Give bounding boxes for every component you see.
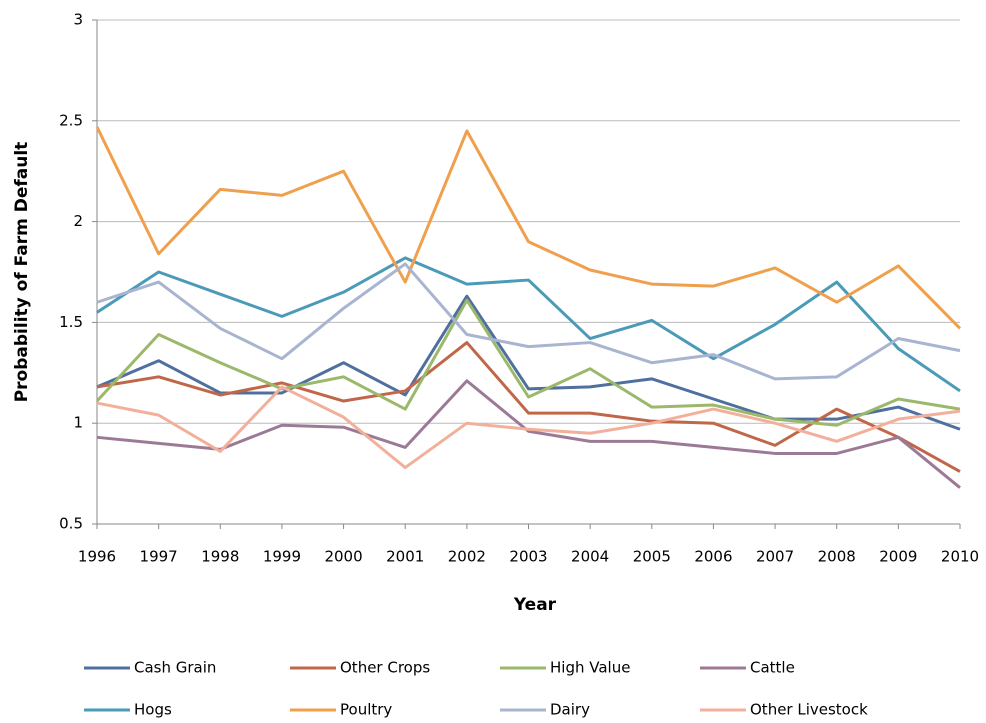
legend-label: Cattle: [750, 659, 795, 677]
line-series: [96, 385, 961, 470]
x-tick-label: 1998: [201, 548, 239, 566]
x-tick-label: 2009: [879, 548, 917, 566]
x-tick-label: 2007: [756, 548, 794, 566]
x-tick-label: 2008: [818, 548, 856, 566]
y-tick-label: 3: [73, 11, 83, 29]
legend-label: Other Crops: [340, 659, 430, 677]
line-series: [96, 379, 961, 489]
x-tick-label: 2004: [571, 548, 609, 566]
legend-label: High Value: [550, 659, 630, 677]
x-tick-label: 2005: [633, 548, 671, 566]
x-tick-label: 1996: [78, 548, 116, 566]
line-series: [96, 262, 961, 381]
y-tick-label: 1: [73, 414, 83, 432]
legend-label: Cash Grain: [134, 659, 216, 677]
line-series: [96, 256, 961, 393]
legend-label: Hogs: [134, 701, 172, 719]
x-tick-label: 1999: [263, 548, 301, 566]
legend-label: Dairy: [550, 701, 590, 719]
y-tick-label: 2: [73, 212, 83, 230]
y-axis-title: Probability of Farm Default: [12, 142, 32, 403]
x-tick-label: 2010: [941, 548, 979, 566]
line-series: [96, 341, 961, 473]
line-series: [95, 126, 962, 330]
y-tick-label: 0.5: [59, 515, 83, 533]
x-tick-label: 1997: [140, 548, 178, 566]
y-tick-label: 1.5: [59, 313, 83, 331]
legend-label: Other Livestock: [750, 701, 868, 719]
legend-label: Poultry: [340, 701, 392, 719]
x-tick-label: 2003: [509, 548, 547, 566]
x-axis-title: Year: [513, 595, 557, 615]
line-series: [95, 298, 961, 427]
y-tick-label: 2.5: [59, 111, 83, 129]
x-tick-label: 2000: [324, 548, 362, 566]
x-tick-label: 2006: [694, 548, 732, 566]
line-series: [96, 294, 961, 431]
x-tick-label: 2001: [386, 548, 424, 566]
x-tick-label: 2002: [448, 548, 486, 566]
